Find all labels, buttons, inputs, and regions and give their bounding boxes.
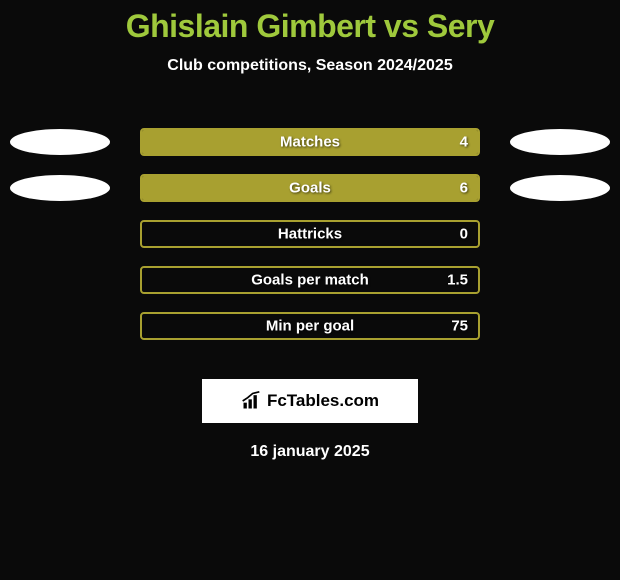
stat-row: Min per goal 75: [0, 303, 620, 349]
stat-row: Goals per match 1.5: [0, 257, 620, 303]
stat-bar: Matches 4: [140, 128, 480, 156]
logo-text: FcTables.com: [267, 391, 379, 411]
stat-value: 4: [460, 134, 468, 151]
player-left-marker: [10, 129, 110, 155]
stat-value: 6: [460, 180, 468, 197]
stat-value: 1.5: [447, 272, 468, 289]
stat-row: Hattricks 0: [0, 211, 620, 257]
stat-rows: Matches 4 Goals 6 Hattricks 0 Goals per …: [0, 119, 620, 349]
stat-bar: Goals per match 1.5: [140, 266, 480, 294]
player-left-marker: [10, 175, 110, 201]
player-right-marker: [510, 175, 610, 201]
stat-row: Matches 4: [0, 119, 620, 165]
stat-label: Matches: [280, 134, 340, 151]
logo-box: FcTables.com: [202, 379, 418, 423]
page-title: Ghislain Gimbert vs Sery: [0, 0, 620, 45]
stat-label: Goals: [289, 180, 331, 197]
date-text: 16 january 2025: [0, 443, 620, 461]
chart-icon: [241, 391, 261, 411]
stat-value: 0: [460, 226, 468, 243]
stat-bar: Goals 6: [140, 174, 480, 202]
stat-bar: Hattricks 0: [140, 220, 480, 248]
stat-label: Goals per match: [251, 272, 369, 289]
stat-label: Hattricks: [278, 226, 342, 243]
stat-row: Goals 6: [0, 165, 620, 211]
stat-value: 75: [451, 318, 468, 335]
subtitle: Club competitions, Season 2024/2025: [0, 57, 620, 75]
stat-label: Min per goal: [266, 318, 354, 335]
player-right-marker: [510, 129, 610, 155]
stat-bar: Min per goal 75: [140, 312, 480, 340]
